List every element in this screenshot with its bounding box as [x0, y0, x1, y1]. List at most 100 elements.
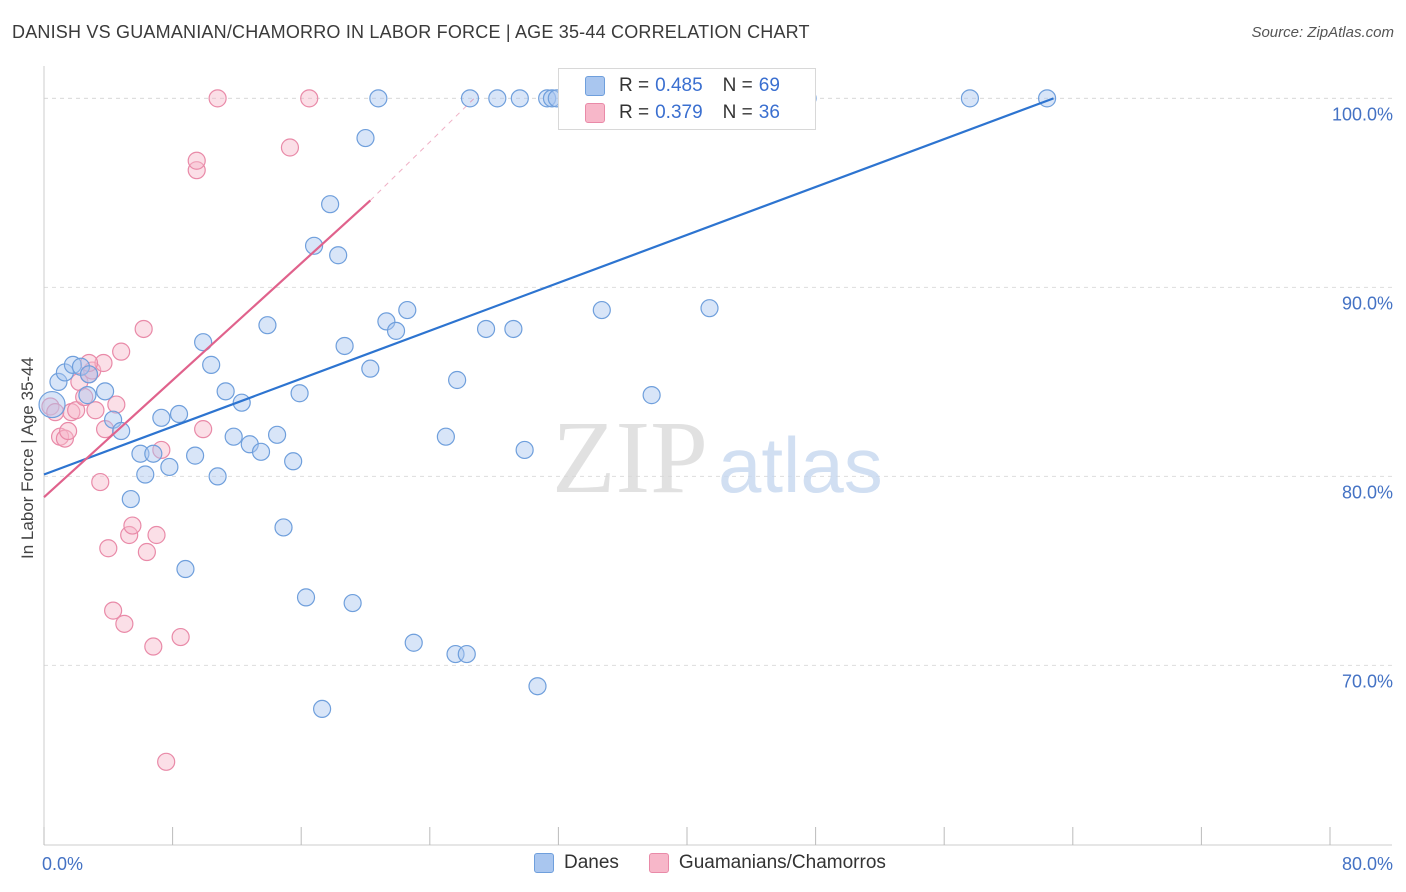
guam-point [280, 138, 300, 157]
danes-point [49, 372, 68, 391]
y-tick-label: 80.0% [1342, 482, 1393, 502]
danes-point [312, 699, 332, 719]
legend-swatch-danes [585, 76, 605, 96]
danes-point [144, 444, 163, 463]
watermark: ZIP atlas [552, 400, 883, 515]
legend-n-value: 69 [758, 75, 780, 96]
guam-point [46, 403, 65, 422]
guam-point [123, 516, 142, 535]
danes-point [136, 465, 155, 484]
guam-point [86, 401, 105, 420]
guam-point [187, 161, 206, 180]
guam-point [67, 401, 86, 420]
danes-point [296, 588, 316, 607]
danes-point [510, 89, 529, 108]
legend-row-guam: R = 0.379 N = 36 [585, 100, 780, 126]
guam-point [104, 601, 123, 620]
danes-points [38, 89, 1057, 719]
danes-point [186, 446, 205, 465]
y-tick-label: 70.0% [1342, 671, 1393, 691]
guam-point [171, 627, 190, 647]
danes-point [457, 644, 476, 664]
danes-point [448, 370, 467, 390]
guam-point [187, 151, 206, 170]
danes-point [121, 489, 140, 509]
danes-point [329, 246, 348, 265]
legend-n-label: N = [722, 75, 753, 96]
guam-point [107, 395, 126, 414]
danes-point [369, 89, 388, 108]
danes-point [284, 452, 303, 471]
legend-n-label: N = [722, 102, 753, 123]
danes-point [112, 421, 131, 441]
grid-layer [44, 97, 1392, 666]
danes-point [258, 316, 277, 335]
guam-points [41, 89, 319, 771]
danes-point [592, 300, 611, 320]
legend-item-danes[interactable]: Danes [534, 852, 619, 874]
guam-point [157, 752, 176, 771]
danes-point [176, 559, 195, 579]
source-label: Source: ZipAtlas.com [1251, 24, 1394, 41]
legend-item-guam[interactable]: Guamanians/Chamorros [648, 852, 886, 874]
danes-point [377, 312, 396, 331]
danes-point [169, 404, 189, 424]
guam-trend-extension [369, 94, 479, 201]
danes-point [208, 467, 227, 486]
legend-label-guam: Guamanians/Chamorros [678, 852, 886, 873]
guam-point [112, 342, 131, 361]
danes-point [436, 427, 455, 446]
legend-r-label: R = [619, 75, 650, 96]
y-tick-label: 100.0% [1332, 104, 1393, 124]
stats-legend: R = 0.485 N = 69 R = 0.379 N = 36 [558, 68, 816, 130]
danes-point [95, 382, 115, 401]
danes-point [79, 365, 99, 384]
danes-point [202, 355, 221, 374]
danes-point [504, 319, 523, 339]
danes-point [304, 236, 324, 255]
guam-trend-line [43, 199, 372, 499]
danes-point [515, 440, 534, 460]
guam-point [41, 397, 60, 416]
y-tick-label: 90.0% [1342, 293, 1393, 313]
legend-swatch-danes [534, 853, 554, 873]
danes-point [488, 89, 507, 108]
danes-point [642, 386, 661, 405]
legend-r-value: 0.379 [655, 102, 703, 123]
x-tick-label: 0.0% [42, 854, 83, 874]
danes-point [251, 442, 271, 461]
danes-point [361, 359, 380, 378]
trend-layer [43, 94, 1054, 499]
danes-point [335, 336, 354, 356]
legend-swatch-guam [585, 103, 605, 123]
watermark-atlas: atlas [718, 421, 883, 509]
legend-label-danes: Danes [564, 852, 619, 873]
guam-point [144, 637, 163, 656]
guam-point [99, 539, 118, 558]
danes-point [216, 382, 235, 401]
danes-point [274, 518, 293, 537]
danes-point [700, 299, 719, 318]
danes-point [386, 321, 406, 340]
danes-point [528, 677, 547, 696]
guam-point [300, 89, 319, 108]
danes-point [38, 390, 66, 419]
danes-point [460, 89, 480, 108]
guam-point [59, 421, 78, 441]
danes-point [476, 319, 496, 339]
tick-labels: 70.0% 80.0% 90.0% 100.0% 0.0% 80.0% [42, 104, 1393, 874]
danes-point [343, 593, 362, 613]
legend-r-value: 0.485 [655, 75, 703, 96]
x-tick-label: 80.0% [1342, 854, 1393, 874]
danes-point [131, 444, 150, 463]
legend-row-danes: R = 0.485 N = 69 [585, 73, 780, 99]
danes-point [538, 89, 557, 108]
danes-point [404, 633, 423, 652]
guam-point [134, 319, 153, 339]
watermark-zip: ZIP [552, 400, 708, 515]
danes-point [78, 386, 97, 405]
danes-trend-line [43, 97, 1054, 476]
guam-point [137, 542, 156, 562]
guam-point [94, 353, 113, 373]
